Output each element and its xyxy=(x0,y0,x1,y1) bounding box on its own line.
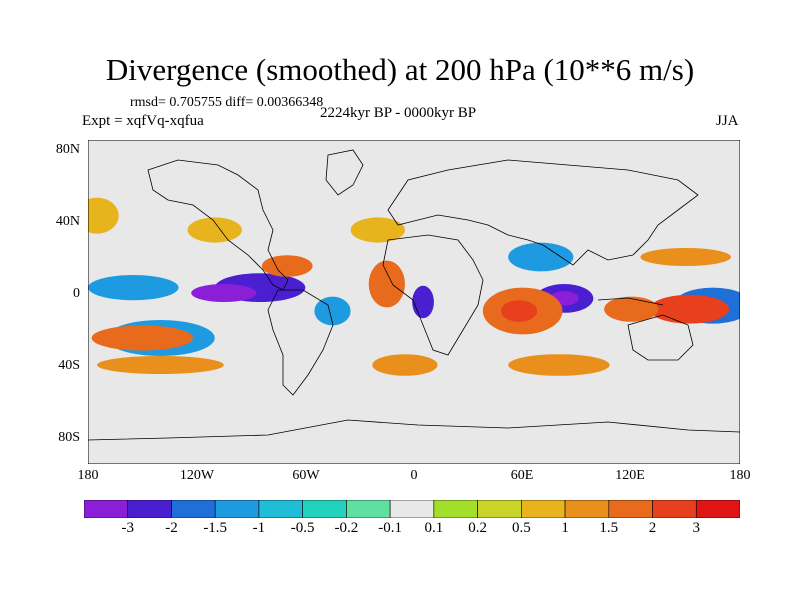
coast-indonesia xyxy=(597,297,664,306)
anomaly-patch-14 xyxy=(649,294,730,324)
x-tick-120w: 120W xyxy=(179,468,215,483)
coast-antarctica xyxy=(87,419,741,441)
anomaly-patch-20 xyxy=(350,217,405,243)
colorbar xyxy=(83,499,741,519)
coast-north-america xyxy=(147,159,289,291)
coast-eurasia xyxy=(387,159,699,266)
anomaly-layer xyxy=(75,197,753,376)
colorbar-swatch-12 xyxy=(608,499,653,519)
anomaly-patch-10 xyxy=(91,325,194,351)
y-tick-80n: 80N xyxy=(55,142,80,157)
anomaly-patch-18 xyxy=(372,354,438,376)
colorbar-label-7: 0.1 xyxy=(424,520,444,536)
colorbar-swatch-2 xyxy=(171,499,216,519)
colorbar-label-0: -3 xyxy=(121,520,134,536)
colorbar-swatch-0 xyxy=(83,499,129,519)
colorbar-swatch-11 xyxy=(564,499,610,519)
colorbar-label-11: 1.5 xyxy=(599,520,619,536)
y-tick-0: 0 xyxy=(73,286,80,301)
colorbar-svg xyxy=(83,499,741,519)
colorbar-label-2: -1.5 xyxy=(203,520,228,536)
x-tick-120e: 120E xyxy=(615,468,645,483)
map-panel xyxy=(75,139,753,465)
anomaly-patch-2 xyxy=(88,275,179,301)
colorbar-label-13: 3 xyxy=(692,520,701,536)
period-label: 2224kyr BP - 0000kyr BP xyxy=(320,105,477,121)
anomaly-patch-6 xyxy=(314,296,351,326)
anomaly-patch-21 xyxy=(640,248,731,266)
season-label: JJA xyxy=(716,113,739,129)
x-tick-180w: 180 xyxy=(77,468,99,483)
anomaly-patch-11 xyxy=(97,356,224,374)
y-tick-40n: 40N xyxy=(55,214,80,229)
colorbar-label-1: -2 xyxy=(165,520,178,536)
colorbar-swatch-10 xyxy=(521,499,566,519)
anomaly-patch-5 xyxy=(412,285,434,319)
x-tick-0: 0 xyxy=(410,468,418,483)
colorbar-label-4: -0.5 xyxy=(290,520,315,536)
coast-greenland xyxy=(325,149,364,196)
y-tick-40s: 40S xyxy=(58,358,80,373)
chart-title: Divergence (smoothed) at 200 hPa (10**6 … xyxy=(105,52,695,87)
colorbar-swatch-1 xyxy=(127,499,172,519)
coast-africa xyxy=(382,234,484,356)
experiment-label: Expt = xqfVq-xqfua xyxy=(82,113,204,129)
colorbar-label-8: 0.2 xyxy=(468,520,487,536)
anomaly-patch-13 xyxy=(500,300,538,322)
colorbar-swatch-8 xyxy=(433,499,478,519)
colorbar-swatch-5 xyxy=(302,499,347,519)
colorbar-swatch-9 xyxy=(477,499,522,519)
colorbar-label-6: -0.1 xyxy=(378,520,402,536)
anomaly-patch-19 xyxy=(508,354,610,376)
coast-australia xyxy=(627,314,694,361)
colorbar-label-9: 0.5 xyxy=(511,520,531,536)
anomaly-patch-23 xyxy=(187,217,242,243)
colorbar-label-3: -1 xyxy=(252,520,266,536)
colorbar-swatch-6 xyxy=(346,499,391,519)
colorbar-swatch-13 xyxy=(652,499,697,519)
x-tick-180e: 180 xyxy=(729,468,751,483)
y-tick-80s: 80S xyxy=(58,430,80,445)
colorbar-swatch-14 xyxy=(695,499,741,519)
colorbar-label-10: 1 xyxy=(561,520,569,536)
anomaly-patch-17 xyxy=(368,260,405,308)
colorbar-label-5: -0.2 xyxy=(334,520,359,536)
coastlines xyxy=(87,149,741,441)
x-tick-60w: 60W xyxy=(292,468,320,483)
anomaly-patch-15 xyxy=(604,296,659,322)
anomaly-patch-1 xyxy=(191,284,257,302)
colorbar-swatch-7 xyxy=(389,499,435,519)
map-svg xyxy=(75,139,753,465)
stats-text: rmsd= 0.705755 diff= 0.00366348 xyxy=(130,95,324,110)
colorbar-swatch-3 xyxy=(214,499,260,519)
x-tick-60e: 60E xyxy=(510,468,534,483)
colorbar-label-12: 2 xyxy=(648,520,657,536)
coast-south-america xyxy=(267,289,334,396)
colorbar-swatch-4 xyxy=(258,499,303,519)
anomaly-patch-9 xyxy=(508,242,574,272)
anomaly-patch-16 xyxy=(261,255,313,277)
